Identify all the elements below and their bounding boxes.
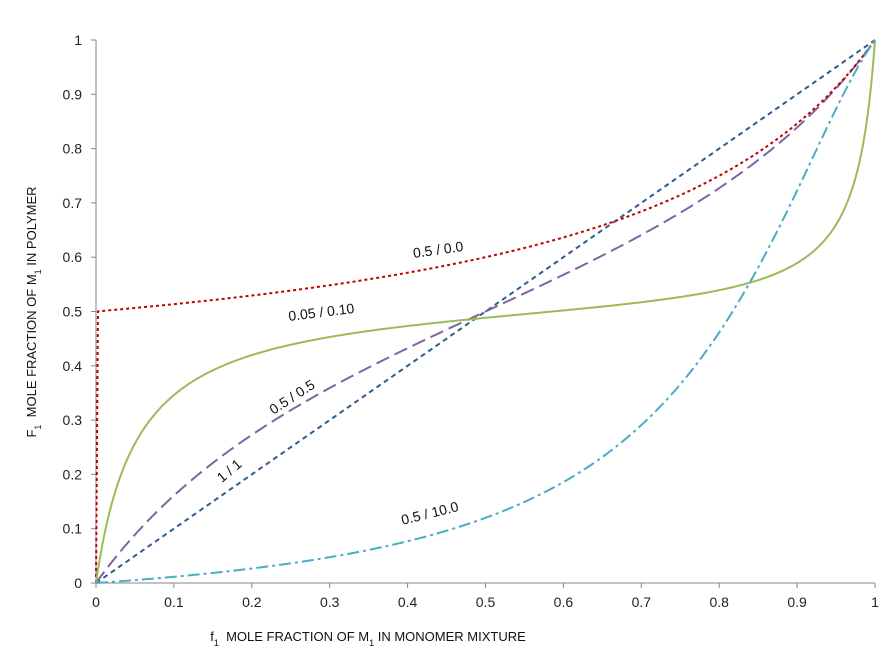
- series-line-3: [95, 39, 876, 584]
- x-tick-label: 0.2: [242, 594, 262, 610]
- curve-labels: 0.5 / 0.0 0.05 / 0.10 0.5 / 0.5 1 / 1 0.5 / …: [214, 238, 465, 528]
- x-tick-label: 1: [871, 594, 879, 610]
- x-tick-label: 0.9: [787, 594, 807, 610]
- y-tick-label: 1: [74, 32, 82, 48]
- x-tick-label: 0.1: [164, 594, 184, 610]
- series-line-4: [95, 39, 876, 584]
- y-tick-label: 0.3: [63, 412, 83, 428]
- y-tick-label: 0.6: [63, 249, 83, 265]
- x-tick-label: 0.8: [709, 594, 729, 610]
- y-tick-label: 0.9: [63, 86, 83, 102]
- curve-label-4: 0.5 / 10.0: [399, 498, 460, 528]
- curve-label-3: 1 / 1: [214, 456, 245, 486]
- x-tick-label: 0.5: [476, 594, 496, 610]
- y-tick-label: 0: [74, 575, 82, 591]
- y-tick-label: 0.1: [63, 521, 83, 537]
- x-tick-label: 0.7: [632, 594, 652, 610]
- x-tick-label: 0.4: [398, 594, 418, 610]
- x-axis-title: f1 MOLE FRACTION OF M1 IN MONOMER MIXTUR…: [210, 629, 526, 648]
- x-tick-label: 0: [92, 594, 100, 610]
- y-tick-label: 0.5: [63, 304, 83, 320]
- y-tick-label: 0.2: [63, 466, 83, 482]
- curve-label-1: 0.05 / 0.10: [287, 300, 355, 324]
- y-axis-title: F1 MOLE FRACTION OF M1 IN POLYMER: [24, 186, 43, 437]
- curves: [95, 39, 876, 584]
- x-tick-label: 0.3: [320, 594, 340, 610]
- y-tick-label: 0.7: [63, 195, 83, 211]
- x-tick-label: 0.6: [554, 594, 574, 610]
- series-line-1: [95, 39, 876, 584]
- y-tick-label: 0.8: [63, 141, 83, 157]
- curve-label-2: 0.5 / 0.5: [266, 376, 317, 417]
- y-tick-label: 0.4: [63, 358, 83, 374]
- curve-label-0: 0.5 / 0.0: [412, 238, 465, 261]
- axes: 0 0.1 0.2 0.3 0.4 0.5 0.6 0.7 0.8 0.9 1 0 0.1 0.2 0.3 0…: [63, 32, 880, 610]
